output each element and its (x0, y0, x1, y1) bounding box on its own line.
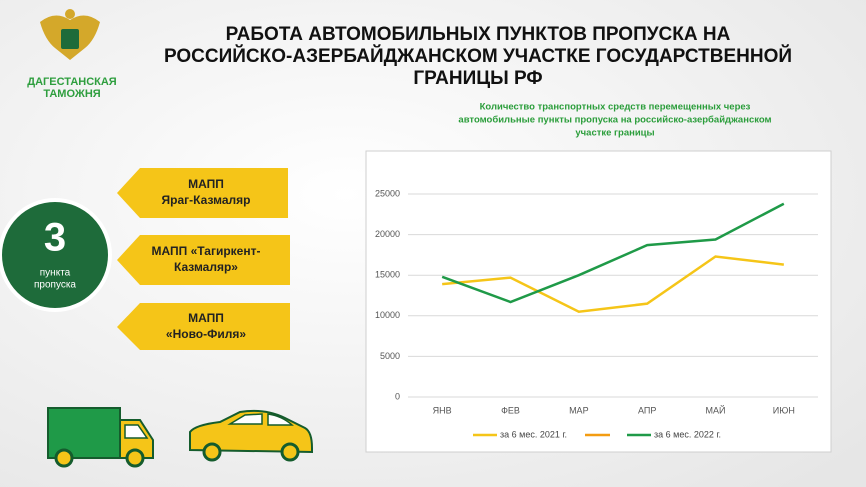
x-tick-label: АПР (638, 405, 656, 415)
x-tick-label: МАЙ (706, 404, 726, 415)
chart-title: участке границы (575, 128, 654, 139)
chart-card (365, 150, 832, 453)
emblem (40, 9, 100, 61)
checkpoint-label: МАПП (188, 311, 224, 325)
title: РОССИЙСКО-АЗЕРБАЙДЖАНСКОМ УЧАСТКЕ ГОСУДА… (164, 45, 792, 67)
chart-title: Количество транспортных средств перемеще… (480, 102, 751, 113)
series-line (441, 202, 785, 304)
title: ГРАНИЦЫ РФ (413, 68, 542, 89)
checkpoint-label: Казмаляр» (174, 260, 238, 274)
y-tick-label: 0 (395, 391, 400, 401)
truck (47, 407, 154, 468)
y-tick-label: 10000 (375, 310, 400, 320)
checkpoint-label: Яраг-Казмаляр (162, 193, 251, 207)
series-line (442, 255, 784, 314)
x-tick-label: ИЮН (773, 405, 795, 415)
count-circle (2, 202, 108, 308)
legend-label: за 6 мес. 2022 г. (654, 429, 721, 439)
x-tick-label: МАР (569, 405, 589, 415)
logo-text: ДАГЕСТАНСКАЯ (27, 76, 117, 88)
y-tick-label: 20000 (375, 229, 400, 239)
y-tick-label: 15000 (375, 270, 400, 280)
logo-text: ТАМОЖНЯ (43, 88, 100, 100)
y-tick-label: 5000 (380, 351, 400, 361)
count-label: пропуска (34, 280, 76, 291)
count: 3 (44, 216, 66, 260)
title: РАБОТА АВТОМОБИЛЬНЫХ ПУНКТОВ ПРОПУСКА НА (226, 24, 731, 45)
chart-title: автомобильные пункты пропуска на российс… (458, 115, 771, 126)
arrows (117, 168, 290, 350)
car (189, 409, 313, 462)
x-tick-label: ФЕВ (501, 405, 520, 415)
checkpoint-label: «Ново-Филя» (166, 327, 246, 341)
y-tick-label: 25000 (375, 188, 400, 198)
checkpoint-label: МАПП (188, 177, 224, 191)
count-label: пункта (40, 268, 71, 279)
legend-label: за 6 мес. 2021 г. (500, 429, 567, 439)
checkpoint-label: МАПП «Тагиркент- (152, 244, 261, 258)
x-tick-label: ЯНВ (433, 405, 452, 415)
